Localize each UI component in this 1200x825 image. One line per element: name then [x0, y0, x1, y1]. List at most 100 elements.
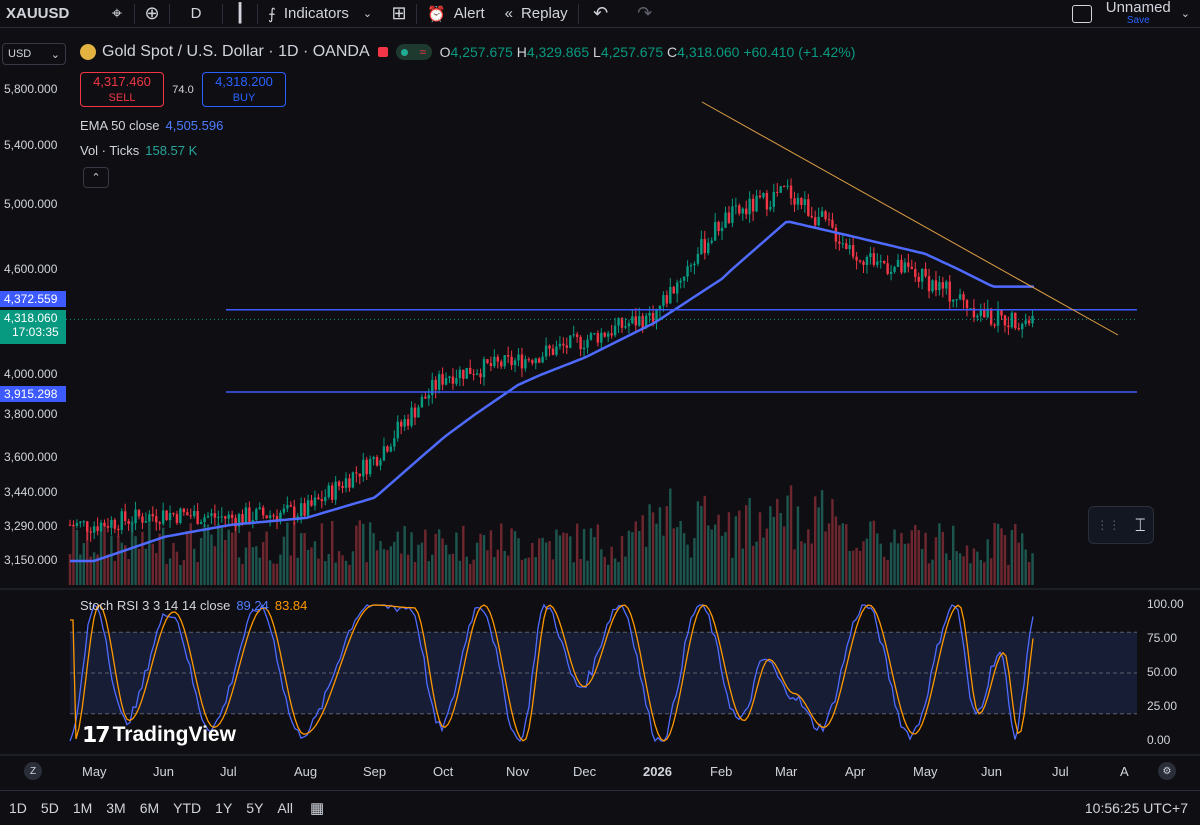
stoch-k-line [69, 603, 1034, 743]
volume-bar [482, 535, 486, 585]
volume-bar [72, 525, 75, 585]
volume-bar [855, 547, 858, 585]
indicators-button[interactable]: ⨍ Indicators ⌄ [258, 0, 382, 28]
candle-body [665, 295, 669, 304]
volume-bar [237, 557, 241, 585]
volume-bar [703, 495, 707, 585]
volume-bar [920, 549, 924, 585]
volume-legend[interactable]: Vol · Ticks 158.57 K [80, 143, 197, 158]
volume-bar [727, 512, 731, 585]
candle-body [189, 515, 192, 517]
range-button[interactable]: 6M [139, 800, 160, 816]
replay-label: Replay [520, 5, 568, 22]
candle-body [286, 505, 289, 509]
candle-body [886, 263, 889, 274]
volume-bar [803, 543, 807, 585]
volume-bar [589, 528, 593, 585]
replay-button[interactable]: « Replay [495, 0, 578, 28]
volume-bar [299, 533, 303, 585]
volume-bar [707, 525, 710, 585]
candle-body [431, 379, 434, 395]
candle-body [386, 446, 389, 452]
candle-body [606, 333, 610, 337]
tradingview-logo[interactable]: 𝟭𝟳 TradingView [82, 722, 236, 748]
volume-bar [275, 563, 279, 585]
candle-body [817, 216, 820, 226]
volume-bar [962, 556, 965, 585]
range-button[interactable]: 3M [106, 800, 126, 816]
candle-body [751, 198, 755, 212]
chevron-down-icon[interactable]: ⌄ [1180, 8, 1190, 20]
volume-bar [213, 546, 217, 585]
candle-body [858, 260, 862, 262]
candle-body [455, 377, 458, 384]
volume-bar [310, 547, 313, 585]
clock[interactable]: 10:56:25 UTC+7 [1084, 800, 1188, 816]
overlay-lines [66, 101, 1137, 563]
volume-bar [227, 529, 230, 585]
candle-body [244, 507, 248, 523]
volume-bar [744, 505, 748, 585]
market-status-pill[interactable]: ≈ [395, 44, 432, 60]
settings-gear-icon[interactable]: ⚙ [1158, 762, 1176, 780]
range-button[interactable]: 1D [9, 800, 27, 816]
candle-body [927, 276, 931, 292]
volume-bar [268, 560, 272, 585]
compare-plus-icon[interactable]: ⊕ [144, 3, 160, 23]
range-button[interactable]: All [277, 800, 293, 816]
templates-grid-icon[interactable]: ⊞ [391, 3, 407, 23]
trade-buttons: 4,317.460 SELL 74.0 4,318.200 BUY [80, 72, 286, 107]
candle-body [510, 356, 513, 366]
volume-bar [596, 524, 600, 585]
redo-icon[interactable]: ↷ [637, 3, 653, 23]
volume-bar [168, 558, 172, 585]
divider [169, 3, 170, 24]
range-button[interactable]: YTD [173, 800, 202, 816]
symbol-search-icon[interactable]: ⌖ [111, 3, 123, 23]
candle-body [75, 522, 79, 526]
layout-name-button[interactable]: Unnamed Save [1106, 0, 1171, 27]
candle-body [586, 339, 589, 348]
volume-bar [724, 532, 727, 585]
volume-bar [462, 525, 465, 585]
calendar-icon[interactable]: ▦ [309, 800, 325, 817]
candle-body [603, 332, 606, 337]
candle-body [1000, 310, 1003, 316]
candle-body [945, 281, 948, 289]
range-button[interactable]: 5D [40, 800, 59, 816]
candle-body [344, 478, 348, 488]
collapse-legend-button[interactable]: ⌃ [83, 167, 109, 188]
volume-bar [344, 560, 348, 585]
volume-bar [241, 564, 244, 585]
range-button[interactable]: 5Y [246, 800, 264, 816]
currency-selector[interactable]: USD ⌄ [2, 43, 66, 65]
alert-button[interactable]: ⏰ Alert [417, 0, 495, 28]
volume-bar [424, 529, 427, 585]
range-button[interactable]: 1Y [215, 800, 233, 816]
candle-body [396, 421, 399, 439]
symbol-search-button[interactable]: XAUUSD [0, 0, 100, 28]
undo-icon[interactable]: ↶ [593, 3, 609, 23]
ema-legend[interactable]: EMA 50 close 4,505.596 [80, 118, 223, 133]
candles-icon[interactable]: ┃ [234, 3, 246, 23]
candle-body [803, 199, 807, 206]
sell-label: SELL [108, 92, 136, 104]
candle-body [427, 394, 431, 399]
volume-bar [410, 532, 413, 585]
candle-body [855, 256, 858, 261]
candle-body [337, 481, 341, 487]
candle-body [92, 526, 96, 533]
stoch-rsi-legend[interactable]: Stoch RSI 3 3 14 14 close 89.24 83.84 [80, 598, 307, 613]
candle-body [462, 369, 465, 379]
interval-button[interactable]: D [170, 0, 222, 28]
candle-body [406, 419, 410, 426]
buy-button[interactable]: 4,318.200 BUY [202, 72, 286, 107]
measure-tool-button[interactable]: ⋮⋮ ⌶ [1088, 506, 1154, 544]
zoom-reset-icon[interactable]: Z [24, 762, 42, 780]
layout-icon[interactable] [1071, 4, 1092, 23]
candle-body [165, 510, 168, 521]
candle-body [738, 205, 741, 214]
sell-button[interactable]: 4,317.460 SELL [80, 72, 164, 107]
range-button[interactable]: 1M [72, 800, 93, 816]
